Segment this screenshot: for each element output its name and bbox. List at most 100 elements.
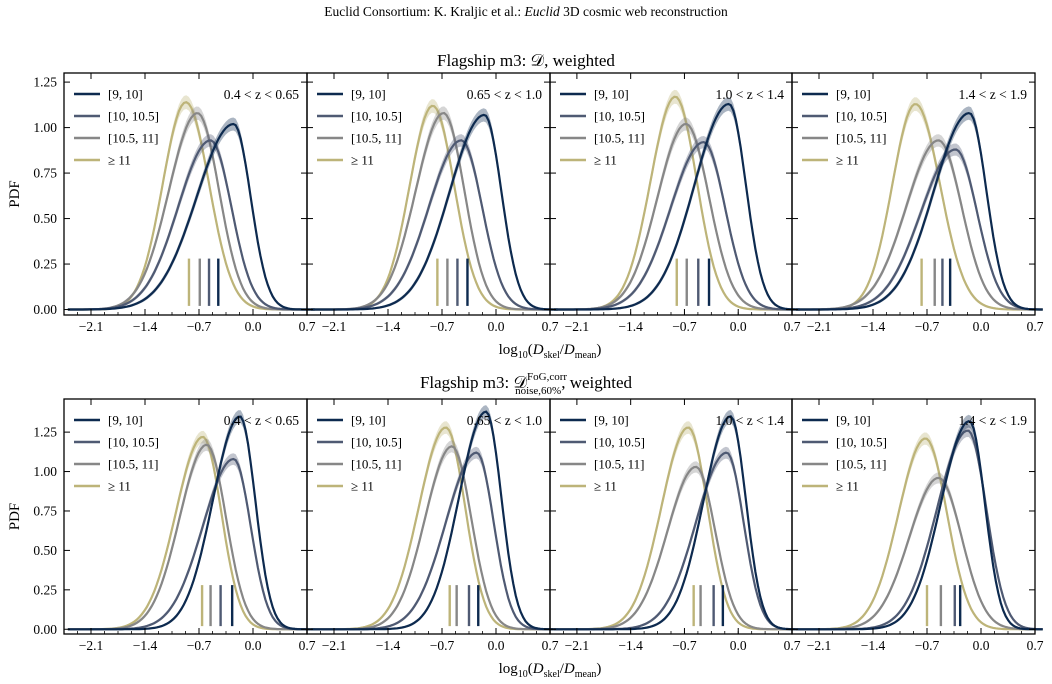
x-tick-label: −0.7	[430, 319, 455, 334]
y-tick-label: 0.50	[33, 211, 57, 226]
legend-label-10_105: [10, 10.5]	[108, 109, 159, 124]
series-band-9_10	[310, 108, 558, 310]
y-axis-label: PDF	[7, 180, 23, 208]
legend-label-10_105: [10, 10.5]	[594, 109, 645, 124]
legend-label-9_10: [9, 10]	[108, 413, 143, 428]
legend-label-105_11: [10.5, 11]	[108, 457, 158, 472]
x-tick-label: 0.0	[245, 638, 262, 653]
x-tick-label: 0.0	[973, 638, 990, 653]
legend-label-10_105: [10, 10.5]	[836, 435, 887, 450]
x-tick-label: 0.0	[730, 319, 747, 334]
legend-label-105_11: [10.5, 11]	[836, 131, 886, 146]
redshift-annotation: 1.0 < z < 1.4	[716, 87, 785, 102]
series-line-ge11	[67, 435, 315, 631]
x-tick-label: 0.7	[784, 319, 801, 334]
series-line-ge11	[67, 101, 315, 311]
x-axis-label-part: skel	[544, 350, 560, 361]
redshift-annotation: 0.4 < z < 0.65	[224, 87, 299, 102]
legend-label-9_10: [9, 10]	[351, 87, 386, 102]
x-tick-label: −2.1	[322, 319, 347, 334]
legend-label-ge11: ≥ 11	[351, 153, 374, 168]
x-tick-label: −2.1	[322, 638, 347, 653]
series-line-105_11	[310, 111, 558, 311]
x-tick-label: 0.0	[730, 638, 747, 653]
x-tick-label: −1.4	[861, 319, 886, 334]
y-tick-label: 0.50	[33, 543, 57, 558]
series-line-9_10	[310, 113, 558, 311]
series-band-105_11	[310, 440, 558, 630]
x-axis-label: log10(Dskel/Dmean)	[499, 342, 602, 361]
x-axis-label-part: D	[563, 661, 575, 677]
legend-label-ge11: ≥ 11	[108, 479, 131, 494]
chart-title-sup: FoG,corr	[527, 371, 567, 383]
series-line-ge11	[310, 104, 558, 311]
legend-label-10_105: [10, 10.5]	[594, 435, 645, 450]
series-band-105_11	[67, 438, 315, 630]
series-band-10_105	[67, 453, 315, 630]
y-tick-label: 0.00	[33, 622, 57, 637]
legend-label-105_11: [10.5, 11]	[836, 457, 886, 472]
x-axis-label-part: skel	[544, 669, 560, 680]
legend-label-9_10: [9, 10]	[594, 413, 629, 428]
x-tick-label: −1.4	[618, 638, 643, 653]
panel-2-4: −2.1 −1.4 −0.7 0.0 0.7 [9, 10] [10, 10.5] [10.5…	[791, 398, 1044, 653]
x-tick-label: −0.7	[672, 638, 697, 653]
x-tick-label: −0.7	[187, 638, 212, 653]
redshift-annotation: 0.65 < z < 1.0	[467, 413, 542, 428]
x-tick-label: 0.7	[1027, 319, 1044, 334]
y-tick-label: 1.25	[33, 75, 57, 90]
x-tick-label: 0.7	[542, 638, 559, 653]
x-tick-label: −2.1	[79, 319, 104, 334]
series-line-9_10	[310, 410, 558, 631]
x-tick-label: −2.1	[565, 319, 590, 334]
redshift-annotation: 0.65 < z < 1.0	[467, 87, 542, 102]
legend-label-9_10: [9, 10]	[108, 87, 143, 102]
legend-label-10_105: [10, 10.5]	[351, 435, 402, 450]
panel-1-2: −2.1 −1.4 −0.7 0.0 0.7 [9, 10] [10, 10.5] [10.5…	[306, 72, 559, 334]
x-tick-label: −0.7	[430, 638, 455, 653]
series-band-9_10	[67, 410, 315, 630]
panel-2-3: −2.1 −1.4 −0.7 0.0 0.7 [9, 10] [10, 10.5] [10.5…	[549, 398, 801, 653]
series-band-10_105	[795, 424, 1043, 630]
series-line-10_105	[67, 139, 315, 311]
x-axis-label-part: /	[560, 661, 565, 677]
panel-2-2: −2.1 −1.4 −0.7 0.0 0.7 [9, 10] [10, 10.5] [10.5…	[306, 398, 559, 653]
series-band-10_105	[310, 134, 558, 310]
x-tick-label: 0.7	[299, 319, 316, 334]
y-tick-label: 1.25	[33, 425, 57, 440]
x-tick-label: 0.0	[488, 319, 505, 334]
series-band-105_11	[795, 134, 1043, 310]
legend-label-ge11: ≥ 11	[836, 479, 859, 494]
y-axis-label: PDF	[7, 503, 23, 531]
x-axis-label-part: /	[560, 342, 565, 358]
y-tick-label: 0.25	[33, 582, 57, 597]
x-axis-label-part: 10	[518, 350, 528, 361]
legend-label-ge11: ≥ 11	[594, 479, 617, 494]
series-line-105_11	[310, 445, 558, 631]
redshift-annotation: 1.0 < z < 1.4	[716, 413, 785, 428]
series-line-10_105	[795, 429, 1043, 631]
legend-label-ge11: ≥ 11	[836, 153, 859, 168]
x-tick-label: −2.1	[807, 319, 832, 334]
legend-label-ge11: ≥ 11	[108, 153, 131, 168]
x-tick-label: 0.7	[784, 638, 801, 653]
redshift-annotation: 0.4 < z < 0.65	[224, 413, 299, 428]
x-axis-label-part: D	[563, 342, 575, 358]
x-axis-label-part: log	[499, 342, 519, 358]
series-band-105_11	[310, 106, 558, 310]
series-line-9_10	[553, 415, 800, 631]
x-tick-label: 0.0	[245, 319, 262, 334]
series-line-9_10	[795, 419, 1043, 631]
legend-label-9_10: [9, 10]	[836, 87, 871, 102]
panel-1-1: −2.1 −1.4 −0.7 0.0 0.7 0.00 0.25 0.50 0.75 1.00 1.…	[33, 72, 316, 334]
x-tick-label: −2.1	[565, 638, 590, 653]
y-tick-label: 1.00	[33, 464, 57, 479]
legend-label-9_10: [9, 10]	[351, 413, 386, 428]
x-tick-label: 0.7	[542, 319, 559, 334]
series-line-ge11	[795, 437, 1043, 631]
x-axis-label-part: D	[532, 342, 544, 358]
legend-label-105_11: [10.5, 11]	[108, 131, 158, 146]
y-tick-label: 0.25	[33, 257, 57, 272]
x-axis-label-part: (	[528, 661, 533, 677]
